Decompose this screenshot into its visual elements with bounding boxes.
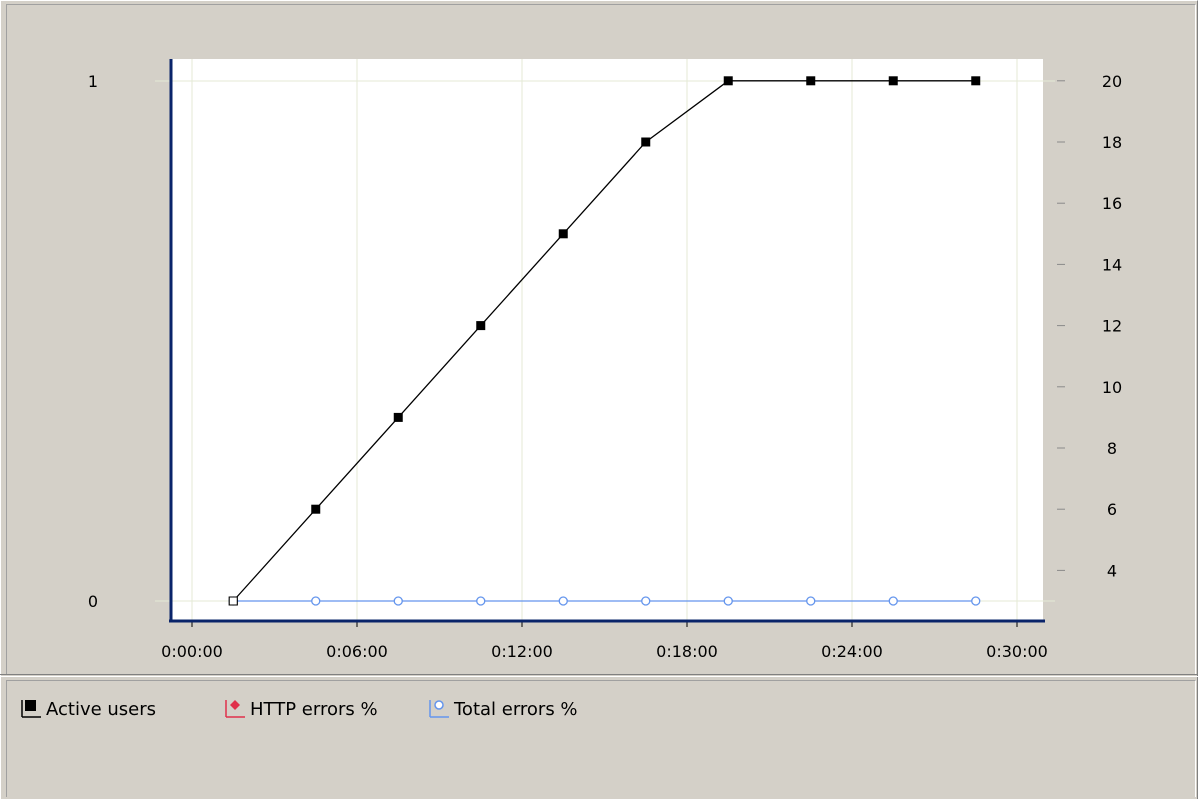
data-point-active-users xyxy=(476,321,486,331)
data-point-total-errors xyxy=(806,596,816,606)
data-point-active-users xyxy=(806,76,816,86)
y-right-tick-label: 4 xyxy=(1107,561,1117,580)
data-point-total-errors xyxy=(558,596,568,606)
legend-label: Total errors % xyxy=(454,698,578,720)
plot-area xyxy=(171,59,1043,621)
data-point-total-errors xyxy=(971,596,981,606)
data-point-total-errors xyxy=(393,596,403,606)
x-tick-label: 0:06:00 xyxy=(326,642,388,661)
panel-splitter[interactable] xyxy=(0,674,1198,675)
y-right-tick-label: 10 xyxy=(1102,378,1122,397)
legend-item-total-errors[interactable]: Total errors % xyxy=(427,697,578,721)
y-left-tick-label: 0 xyxy=(88,592,98,611)
y-right-tick-label: 14 xyxy=(1102,255,1122,274)
legend-item-http-errors[interactable]: HTTP errors % xyxy=(223,697,378,721)
data-point-active-users xyxy=(311,504,321,514)
data-point-active-users xyxy=(723,76,733,86)
y-right-tick-label: 20 xyxy=(1102,72,1122,91)
data-point-active-users xyxy=(393,412,403,422)
x-tick-label: 0:00:00 xyxy=(161,642,223,661)
line-chart: 0:00:00 0:06:00 0:12:00 0:18:00 0:24:00 0:30:… xyxy=(88,59,1122,661)
y-left-tick-label: 1 xyxy=(88,72,98,91)
y-right-tick-label: 18 xyxy=(1102,133,1122,152)
series-line-active-users xyxy=(232,80,976,602)
data-point-total-errors xyxy=(641,596,651,606)
x-tick-label: 0:24:00 xyxy=(821,642,883,661)
panel-splitter-highlight xyxy=(0,676,1198,677)
blue-circle-icon xyxy=(427,698,451,720)
data-point-active-users xyxy=(888,76,898,86)
legend-label: Active users xyxy=(46,698,157,720)
legend-label: HTTP errors % xyxy=(250,698,378,720)
y-right-tick-label: 12 xyxy=(1102,317,1122,336)
data-point-active-users xyxy=(558,229,568,239)
x-tick-label: 0:12:00 xyxy=(491,642,553,661)
x-tick-label: 0:30:00 xyxy=(986,642,1048,661)
y-right-tick-label: 8 xyxy=(1107,439,1117,458)
black-square-icon xyxy=(19,698,43,720)
x-tick-label: 0:18:00 xyxy=(656,642,718,661)
data-point-total-errors xyxy=(476,596,486,606)
legend-panel: Active users HTTP errors % Total errors … xyxy=(6,680,1196,797)
y-right-tick-label: 6 xyxy=(1107,500,1117,519)
data-point-active-users-start xyxy=(228,596,238,606)
red-diamond-icon xyxy=(223,698,247,720)
data-point-active-users xyxy=(971,76,981,86)
y-right-tick-label: 16 xyxy=(1102,194,1122,213)
chart-panel: 0:00:00 0:06:00 0:12:00 0:18:00 0:24:00 0:30:… xyxy=(6,4,1196,674)
data-point-total-errors xyxy=(723,596,733,606)
data-point-active-users xyxy=(641,137,651,147)
data-point-total-errors xyxy=(311,596,321,606)
data-point-total-errors xyxy=(888,596,898,606)
legend-item-active-users[interactable]: Active users xyxy=(19,697,156,721)
